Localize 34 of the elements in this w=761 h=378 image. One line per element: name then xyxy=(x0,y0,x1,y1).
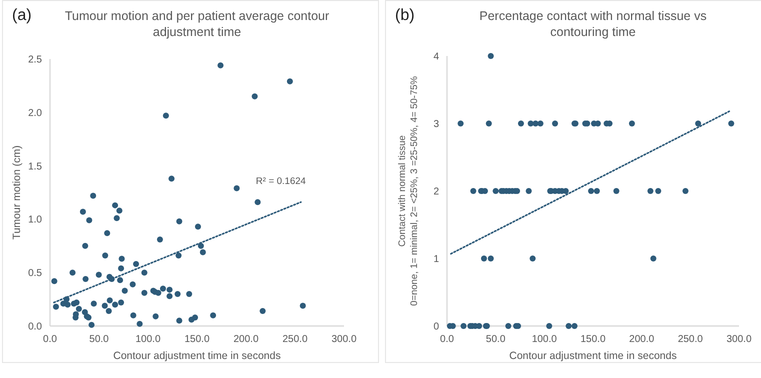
y-axis-title: Contact with normal tissue 0=none, 1= minimal, 2= <25%, 3 =25-50%, 4= 50-75% xyxy=(397,76,420,306)
chart-title: Tumour motion and per patient average contour adjustment time xyxy=(64,9,330,39)
x-tick-label: 300.0 xyxy=(331,334,357,345)
y-tick-label: 2.0 xyxy=(28,108,42,119)
x-tick-label: 150.0 xyxy=(184,334,210,345)
x-tick-label: 100.0 xyxy=(532,334,558,345)
y-tick-label: 1.5 xyxy=(28,161,42,172)
x-tick-label: 200.0 xyxy=(233,334,259,345)
x-tick-label: 300.0 xyxy=(726,334,752,345)
y-tick-label: 1 xyxy=(433,254,440,265)
y-tick-label: 0.5 xyxy=(28,268,42,280)
x-tick-label: 250.0 xyxy=(282,334,308,345)
annotation: R² = 0.1624 xyxy=(256,176,306,188)
x-tick-label: 200.0 xyxy=(629,334,655,345)
text: (a) xyxy=(12,7,32,24)
y-tick-label: 4 xyxy=(433,52,440,62)
x-tick-label: 50.0 xyxy=(486,334,506,345)
text: (b) xyxy=(395,7,415,24)
y-tick-label: 0.0 xyxy=(28,322,42,332)
x-tick-label: 250.0 xyxy=(678,334,704,345)
x-tick-label: 50.0 xyxy=(89,334,110,345)
y-tick-label: 3 xyxy=(433,119,440,130)
y-tick-label: 2 xyxy=(433,186,440,198)
x-tick-label: 100.0 xyxy=(135,334,161,345)
y-axis-title: Tumour motion (cm) xyxy=(11,145,23,240)
y-tick-label: 2.5 xyxy=(28,54,42,66)
x-axis-title: Contour adjustment time in seconds xyxy=(509,350,677,362)
y-tick-label: 1.0 xyxy=(28,214,42,226)
y-tick-label: 0 xyxy=(433,322,440,332)
x-tick-label: 0.0 xyxy=(440,334,454,345)
x-tick-label: 150.0 xyxy=(580,334,606,345)
x-tick-label: 0.0 xyxy=(43,334,58,345)
chart-title: Percentage contact with normal tissue vs contouring time xyxy=(479,9,707,39)
x-axis-title: Contour adjustment time in seconds xyxy=(113,350,281,362)
